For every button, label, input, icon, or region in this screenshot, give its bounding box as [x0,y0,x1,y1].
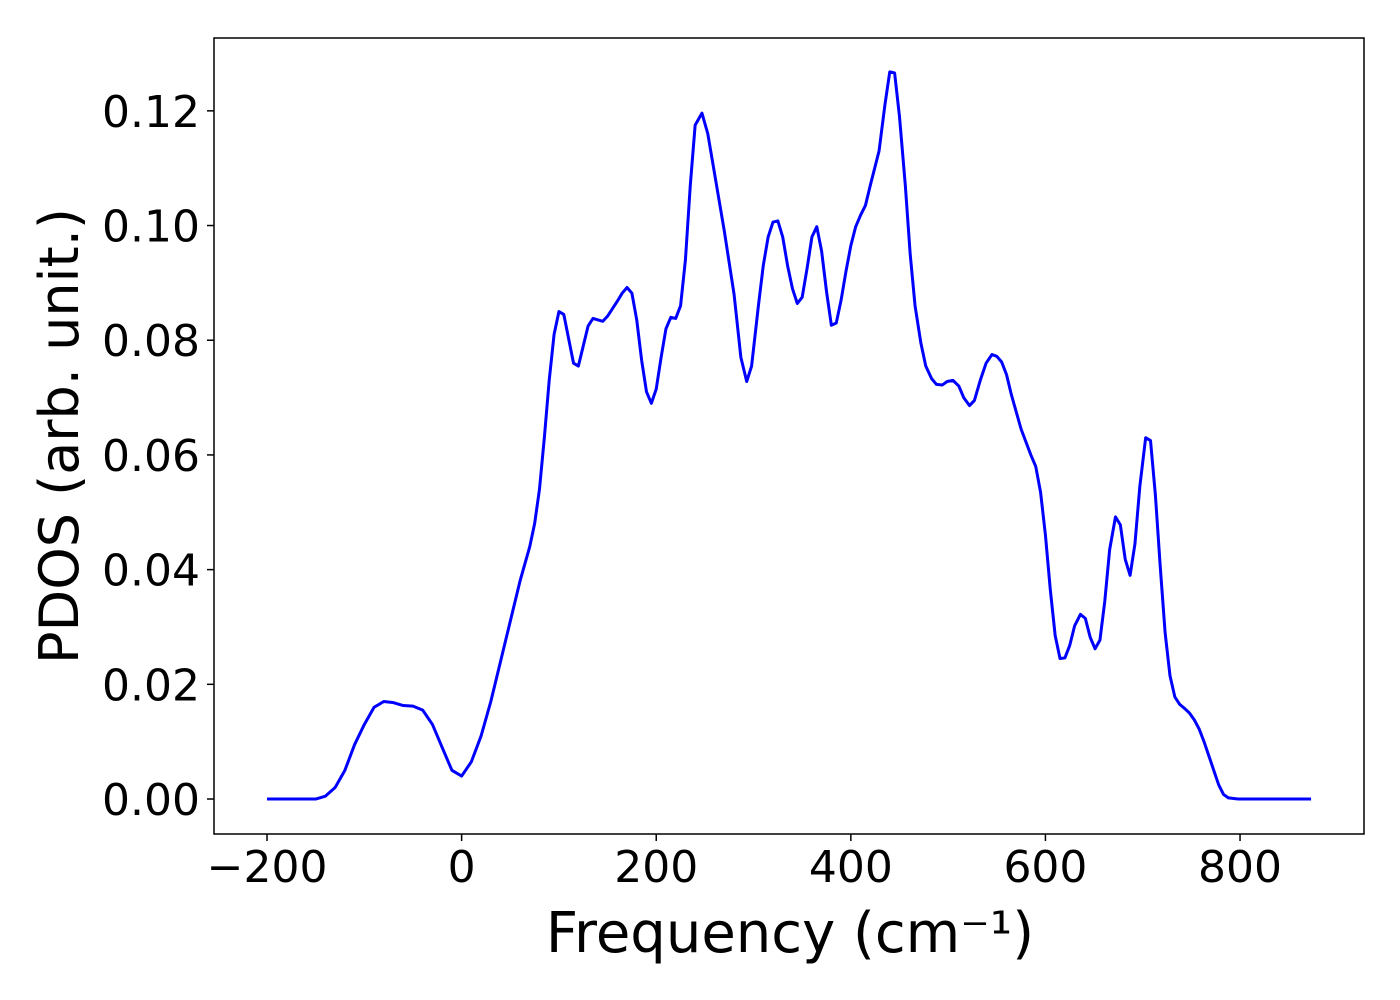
x-tick-label: 600 [1003,842,1087,893]
y-tick-label: 0.08 [102,316,200,367]
y-tick-label: 0.12 [102,87,200,138]
x-tick-label: 200 [614,842,698,893]
y-axis-label: PDOS (arb. unit.) [28,208,91,664]
y-tick-label: 0.06 [102,431,200,482]
x-tick-label: 400 [809,842,893,893]
y-tick-label: 0.02 [102,660,200,711]
line-series [267,70,1312,801]
y-tick-label: 0.10 [102,202,200,253]
x-axis-label: Frequency (cm⁻¹) [546,901,1034,966]
x-tick-label: −200 [207,842,328,893]
y-tick-label: 0.04 [102,546,200,597]
plot-frame [213,37,1365,835]
x-tick-label: 800 [1198,842,1282,893]
x-tick-label: 0 [448,842,476,893]
y-tick-label: 0.00 [102,775,200,826]
